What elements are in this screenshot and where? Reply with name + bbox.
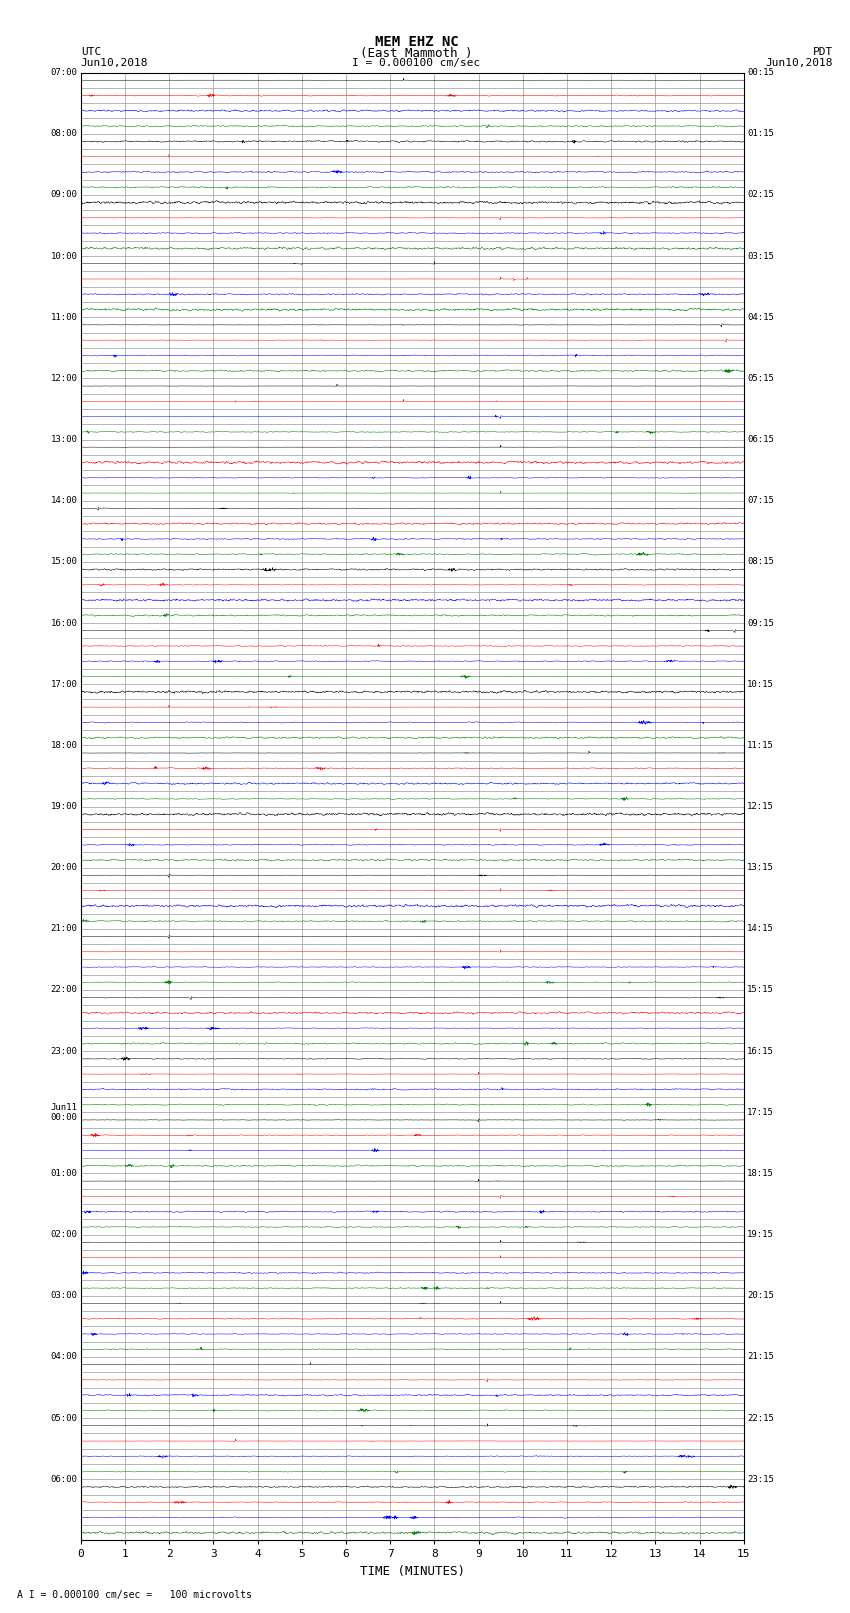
Text: Jun10,2018: Jun10,2018 [766,58,833,68]
Text: 17:15: 17:15 [747,1108,774,1116]
Text: 06:15: 06:15 [747,436,774,444]
Text: 18:15: 18:15 [747,1169,774,1177]
Text: 10:00: 10:00 [50,252,77,261]
Text: 16:15: 16:15 [747,1047,774,1055]
Text: 15:00: 15:00 [50,558,77,566]
Text: 17:00: 17:00 [50,679,77,689]
Text: 10:15: 10:15 [747,679,774,689]
Text: 23:00: 23:00 [50,1047,77,1055]
Text: 12:15: 12:15 [747,802,774,811]
Text: 19:00: 19:00 [50,802,77,811]
Text: 09:00: 09:00 [50,190,77,200]
Text: 14:00: 14:00 [50,497,77,505]
Text: 04:00: 04:00 [50,1352,77,1361]
Text: 13:00: 13:00 [50,436,77,444]
Text: 19:15: 19:15 [747,1231,774,1239]
Text: UTC: UTC [81,47,101,56]
Text: 11:00: 11:00 [50,313,77,321]
Text: 01:00: 01:00 [50,1169,77,1177]
Text: MEM EHZ NC: MEM EHZ NC [375,35,458,50]
Text: A I = 0.000100 cm/sec =   100 microvolts: A I = 0.000100 cm/sec = 100 microvolts [17,1590,252,1600]
Text: 07:00: 07:00 [50,68,77,77]
Text: 15:15: 15:15 [747,986,774,995]
Text: 06:00: 06:00 [50,1474,77,1484]
Text: 04:15: 04:15 [747,313,774,321]
Text: I = 0.000100 cm/sec: I = 0.000100 cm/sec [353,58,480,68]
Text: 12:00: 12:00 [50,374,77,382]
Text: 11:15: 11:15 [747,740,774,750]
Text: 09:15: 09:15 [747,618,774,627]
Text: 13:15: 13:15 [747,863,774,873]
Text: 01:15: 01:15 [747,129,774,139]
Text: (East Mammoth ): (East Mammoth ) [360,47,473,60]
Text: 05:00: 05:00 [50,1413,77,1423]
Text: Jun11
00:00: Jun11 00:00 [50,1103,77,1123]
Text: 03:15: 03:15 [747,252,774,261]
Text: 05:15: 05:15 [747,374,774,382]
Text: 07:15: 07:15 [747,497,774,505]
X-axis label: TIME (MINUTES): TIME (MINUTES) [360,1565,465,1578]
Text: 21:15: 21:15 [747,1352,774,1361]
Text: 18:00: 18:00 [50,740,77,750]
Text: 22:00: 22:00 [50,986,77,995]
Text: 08:00: 08:00 [50,129,77,139]
Text: 02:15: 02:15 [747,190,774,200]
Text: 20:15: 20:15 [747,1292,774,1300]
Text: 00:15: 00:15 [747,68,774,77]
Text: 23:15: 23:15 [747,1474,774,1484]
Text: 16:00: 16:00 [50,618,77,627]
Text: 08:15: 08:15 [747,558,774,566]
Text: 21:00: 21:00 [50,924,77,934]
Text: 14:15: 14:15 [747,924,774,934]
Text: PDT: PDT [813,47,833,56]
Text: 20:00: 20:00 [50,863,77,873]
Text: Jun10,2018: Jun10,2018 [81,58,148,68]
Text: 03:00: 03:00 [50,1292,77,1300]
Text: 02:00: 02:00 [50,1231,77,1239]
Text: 22:15: 22:15 [747,1413,774,1423]
